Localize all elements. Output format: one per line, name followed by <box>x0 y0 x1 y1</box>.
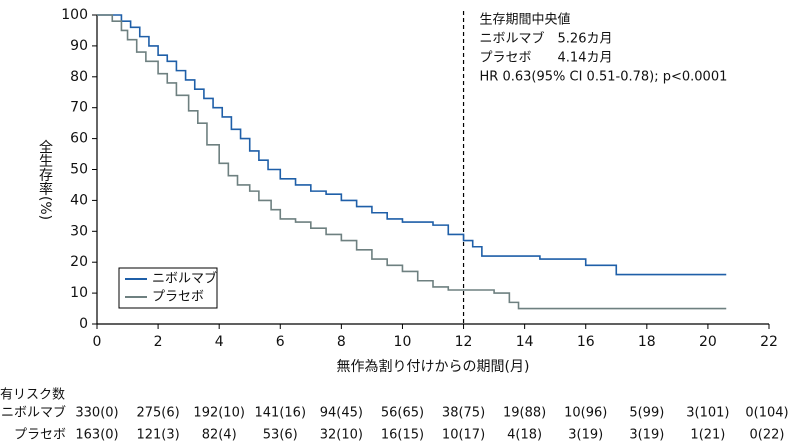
y-tick-label: 20 <box>70 254 88 270</box>
risk-count: 82(4) <box>202 428 237 443</box>
x-tick-label: 2 <box>154 334 163 350</box>
x-tick-label: 8 <box>337 334 346 350</box>
legend-label: ニボルマブ <box>152 271 217 287</box>
y-axis-label: 全生存率(%) <box>37 139 53 220</box>
x-tick-label: 0 <box>93 334 102 350</box>
legend-label: プラセボ <box>152 290 204 305</box>
survival-curve <box>97 14 727 276</box>
risk-count: 4(18) <box>507 428 542 443</box>
risk-count: 38(75) <box>442 406 485 421</box>
risk-count: 32(10) <box>320 428 363 443</box>
x-tick-label: 10 <box>394 334 412 350</box>
x-tick-label: 4 <box>215 334 224 350</box>
x-tick-label: 6 <box>276 334 285 350</box>
x-tick-label: 18 <box>638 334 656 350</box>
x-tick-label: 12 <box>455 334 473 350</box>
risk-count: 5(99) <box>629 406 664 421</box>
risk-count: 275(6) <box>136 406 179 421</box>
y-tick-label: 10 <box>70 285 88 301</box>
annotation: プラセボ 4.14カ月 <box>480 51 613 66</box>
risk-count: 330(0) <box>75 406 118 421</box>
x-tick-label: 16 <box>577 334 595 350</box>
risk-count: 0(22) <box>750 428 785 443</box>
x-tick-label: 14 <box>516 334 534 350</box>
risk-count: 0(104) <box>745 406 788 421</box>
risk-count: 94(45) <box>320 406 363 421</box>
risk-count: 16(15) <box>381 428 424 443</box>
risk-row-label: プラセボ <box>14 428 66 443</box>
survival-curve <box>97 14 727 310</box>
risk-count: 163(0) <box>75 428 118 443</box>
risk-count: 1(21) <box>690 428 725 443</box>
risk-count: 121(3) <box>136 428 179 443</box>
legend-box <box>118 267 218 309</box>
x-tick-label: 22 <box>760 334 778 350</box>
y-tick-label: 100 <box>61 7 88 23</box>
risk-table-title: 有リスク数 <box>0 388 65 403</box>
risk-count: 3(19) <box>568 428 603 443</box>
risk-count: 53(6) <box>263 428 298 443</box>
annotation: 生存期間中央値 <box>480 12 571 28</box>
risk-count: 3(101) <box>686 406 729 421</box>
y-tick-label: 40 <box>70 192 88 208</box>
risk-count: 3(19) <box>629 428 664 443</box>
y-tick-label: 80 <box>70 69 88 85</box>
x-axis-label: 無作為割り付けからの期間(月) <box>337 358 530 375</box>
y-tick-label: 90 <box>70 38 88 54</box>
risk-count: 141(16) <box>255 406 307 421</box>
risk-count: 10(96) <box>564 406 607 421</box>
annotation: HR 0.63(95% CI 0.51-0.78); p<0.0001 <box>480 70 728 85</box>
x-tick-label: 20 <box>699 334 717 350</box>
risk-row-label: ニボルマブ <box>1 405 66 421</box>
risk-count: 192(10) <box>193 406 245 421</box>
y-tick-label: 50 <box>70 162 88 178</box>
risk-count: 10(17) <box>442 428 485 443</box>
y-tick-label: 0 <box>79 316 88 332</box>
y-tick-label: 70 <box>70 100 88 116</box>
risk-count: 56(65) <box>381 406 424 421</box>
y-tick-label: 30 <box>70 223 88 239</box>
risk-count: 19(88) <box>503 406 546 421</box>
y-tick-label: 60 <box>70 131 88 147</box>
annotation: ニボルマブ 5.26カ月 <box>480 31 613 47</box>
